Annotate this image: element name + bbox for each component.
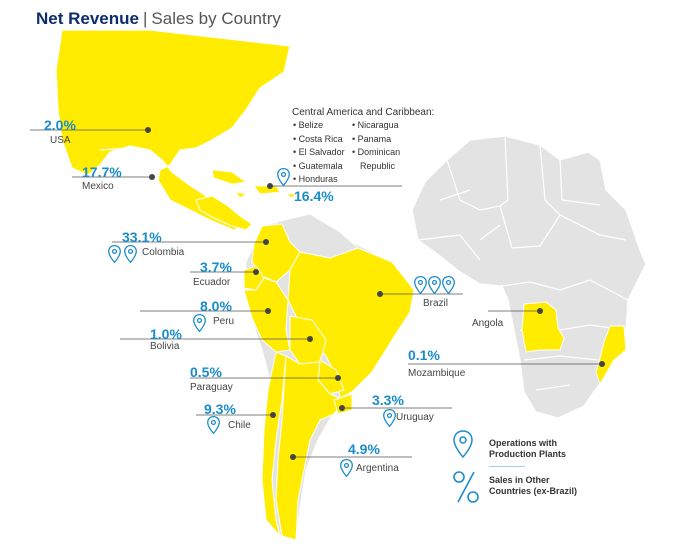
- ecuador-dot: [253, 269, 259, 275]
- brazil-name: Brazil: [423, 298, 449, 309]
- location-pin-icon: [428, 276, 441, 294]
- central-america-heading: Central America and Caribbean:: [292, 107, 435, 118]
- yellow-countries: [243, 223, 415, 541]
- paraguay-pct: 0.5%: [190, 364, 222, 380]
- ecuador-pct: 3.7%: [200, 259, 232, 275]
- mexico-name: Mexico: [82, 181, 114, 192]
- location-pin-icon: [414, 276, 427, 294]
- caribbean-islands: [211, 169, 297, 199]
- chile-pct: 9.3%: [204, 401, 236, 417]
- central-america-country: • Honduras: [293, 174, 338, 184]
- central-america-dot: [267, 183, 273, 189]
- usa-name: USA: [50, 135, 71, 146]
- title-rest: Sales by Country: [151, 9, 281, 28]
- central-america-country: • Costa Rica: [293, 133, 343, 144]
- mozambique-name: Mozambique: [408, 368, 466, 379]
- location-pin-icon: [442, 276, 455, 294]
- chile-name: Chile: [228, 420, 251, 431]
- legend-sales-label: Sales in Other Countries (ex-Brazil): [489, 475, 577, 497]
- colombia-dot: [263, 239, 269, 245]
- uruguay-name: Uruguay: [396, 412, 434, 423]
- location-pin-icon: [277, 168, 290, 186]
- ecuador-name: Ecuador: [193, 277, 231, 288]
- legend-sales-line1: Sales in Other: [489, 475, 550, 485]
- usa-pct: 2.0%: [44, 117, 76, 133]
- paraguay-dot: [335, 375, 341, 381]
- title-separator: |: [142, 9, 148, 28]
- central-america-country: • Dominican: [352, 147, 401, 157]
- location-pin-icon: [207, 416, 220, 434]
- central-america-pct: 16.4%: [294, 188, 334, 204]
- angola-name: Angola: [472, 318, 504, 329]
- brazil-dot: [377, 291, 383, 297]
- bolivia-name: Bolivia: [150, 341, 180, 352]
- north-america-shape: [55, 29, 291, 231]
- location-pin-icon: [124, 245, 137, 263]
- legend-plants-line2: Production Plants: [489, 449, 567, 459]
- mozambique-pct: 0.1%: [408, 347, 440, 363]
- africa-landmass: [411, 135, 647, 419]
- central-america-country: • Panama: [352, 133, 392, 144]
- percent-icon: [453, 471, 479, 503]
- mexico-pct: 17.7%: [82, 164, 122, 180]
- legend-plants-label: Operations with Production Plants: [489, 438, 566, 460]
- central-america-country: • Guatemala: [293, 160, 343, 171]
- uruguay-dot: [339, 405, 345, 411]
- angola-shape: [521, 301, 565, 353]
- central-america-country: • El Salvador: [293, 147, 345, 157]
- legend-divider: [489, 466, 525, 467]
- location-pin-icon: [453, 430, 473, 458]
- title-bold: Net Revenue: [36, 9, 139, 28]
- mexico-dot: [149, 174, 155, 180]
- central-america-shape: [195, 195, 253, 231]
- colombia-pct: 33.1%: [122, 229, 162, 245]
- usa-dot: [145, 127, 151, 133]
- argentina-dot: [290, 454, 296, 460]
- central-america-country: Republic: [360, 160, 396, 171]
- legend-sales-line2: Countries (ex-Brazil): [489, 486, 578, 496]
- location-pin-icon: [383, 409, 396, 427]
- peru-pct: 8.0%: [200, 298, 232, 314]
- argentina-name: Argentina: [356, 463, 399, 474]
- central-america-country: • Nicaragua: [352, 120, 399, 130]
- mozambique-shape: [595, 325, 627, 386]
- peru-name: Peru: [213, 316, 235, 327]
- peru-dot: [265, 308, 271, 314]
- page-title: Net Revenue | Sales by Country: [36, 9, 281, 29]
- paraguay-name: Paraguay: [190, 382, 233, 393]
- africa-borders: [417, 135, 629, 391]
- chile-dot: [270, 412, 276, 418]
- location-pin-icon: [108, 245, 121, 263]
- bolivia-pct: 1.0%: [150, 326, 182, 342]
- location-pin-icon: [340, 459, 353, 477]
- mozambique-dot: [599, 361, 605, 367]
- uruguay-pct: 3.3%: [372, 392, 404, 408]
- central-america-country: • Belize: [293, 120, 324, 130]
- colombia-name: Colombia: [142, 247, 185, 258]
- location-pin-icon: [193, 314, 206, 332]
- legend-plants-line1: Operations with: [489, 438, 558, 448]
- angola-dot: [537, 308, 543, 314]
- usa-mexico-border: [99, 147, 161, 161]
- argentina-pct: 4.9%: [348, 441, 380, 457]
- bolivia-dot: [307, 336, 313, 342]
